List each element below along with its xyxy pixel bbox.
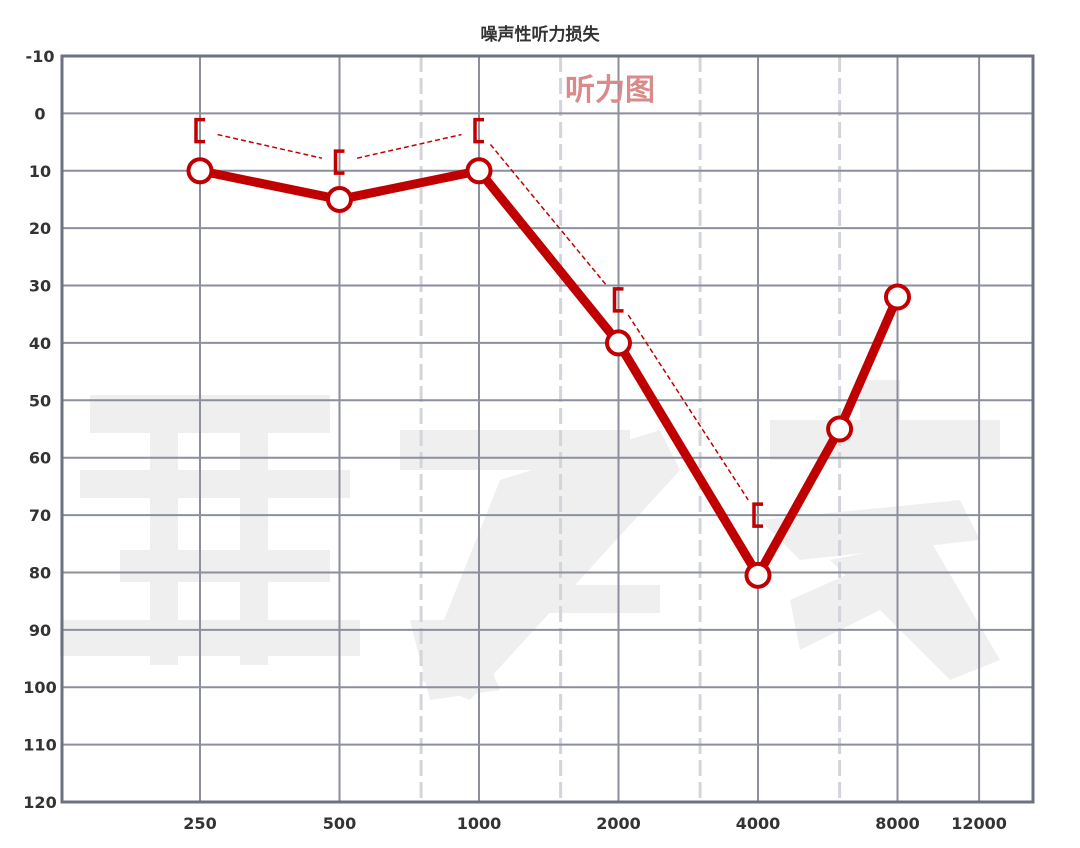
y-tick-label-120: 120 [23, 793, 56, 812]
bracket-connector-0 [217, 133, 323, 159]
bracket-marker-4000 [752, 502, 763, 528]
y-tick-label-110: 110 [23, 736, 56, 755]
y-tick-label-40: 40 [29, 334, 51, 353]
y-tick-label-70: 70 [29, 506, 51, 525]
x-tick-label-8000: 8000 [875, 814, 920, 833]
y-tick-label-0: 0 [34, 104, 45, 123]
y-tick-label-30: 30 [29, 277, 51, 296]
y-axis-tick-labels: -10 0 10 20 30 40 50 60 70 80 90 100 110 120 [23, 47, 56, 812]
y-tick-label-100: 100 [23, 678, 56, 697]
y-tick-label-60: 60 [29, 449, 51, 468]
series-circle [186, 157, 911, 589]
watermark [60, 380, 1000, 700]
y-tick-label-90: 90 [29, 621, 51, 640]
circle-marker-8000 [884, 283, 911, 311]
bracket-marker-1000 [473, 117, 484, 144]
x-tick-label-1000: 1000 [457, 814, 502, 833]
circle-marker-1000 [465, 157, 493, 185]
bracket-connector-3 [627, 314, 749, 501]
chart-title: 噪声性听力损失 [480, 25, 600, 44]
plot-frame [60, 54, 1035, 804]
circle-marker-2000 [605, 329, 632, 357]
x-axis-tick-labels: 250 500 1000 2000 4000 8000 12000 [183, 814, 1007, 833]
y-tick-label-20: 20 [29, 219, 51, 238]
bracket-marker-2000 [612, 287, 624, 313]
x-tick-label-12000: 12000 [951, 814, 1007, 833]
circle-marker-500 [326, 185, 353, 213]
x-tick-label-500: 500 [323, 814, 356, 833]
bracket-marker-500 [333, 149, 345, 175]
y-tick-label-10: 10 [29, 162, 51, 181]
x-tick-label-2000: 2000 [596, 814, 641, 833]
grid [60, 54, 1035, 804]
bracket-marker-250 [194, 117, 205, 144]
y-tick-label-80: 80 [29, 563, 51, 582]
circle-marker-250 [186, 157, 214, 185]
annotation-label: 听力图 [565, 73, 655, 108]
x-tick-label-250: 250 [183, 814, 216, 833]
y-tick-label-50: 50 [29, 391, 51, 410]
bracket-connector-2 [489, 144, 608, 287]
series-bracket [194, 117, 763, 528]
bracket-connector-1 [356, 133, 462, 159]
x-tick-label-4000: 4000 [736, 814, 781, 833]
circle-marker-6000 [826, 415, 854, 443]
circle-marker-4000 [744, 561, 772, 589]
y-tick-label--10: -10 [26, 47, 55, 66]
